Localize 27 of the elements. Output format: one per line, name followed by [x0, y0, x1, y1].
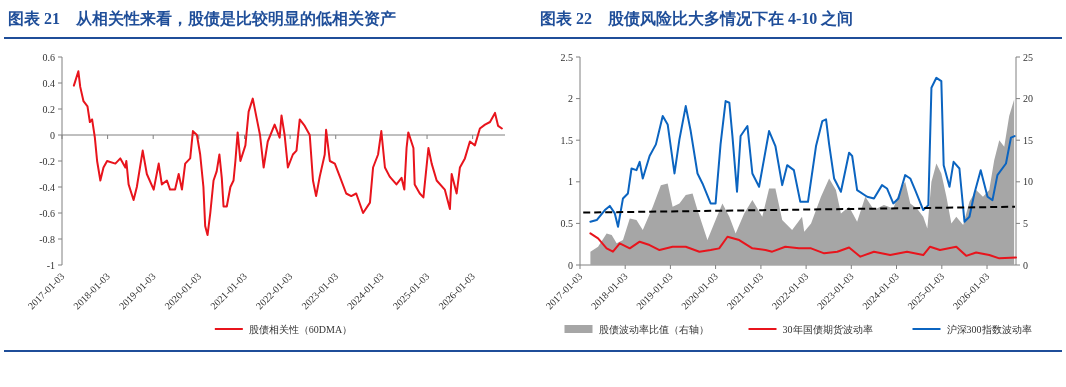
legend-label: 30年国债期货波动率 — [782, 324, 873, 335]
y-tick-label: 0.4 — [42, 77, 55, 89]
y2-tick-label: 15 — [1023, 134, 1033, 146]
y-tick-label: 0.5 — [560, 217, 573, 229]
chart-title: 图表 21 从相关性来看，股债是比较明显的低相关资产 — [8, 10, 396, 27]
y2-tick-label: 5 — [1023, 217, 1028, 229]
y-tick-label: -0.2 — [39, 155, 55, 167]
y-tick-label: 2.5 — [560, 51, 573, 63]
y-tick-label: -1 — [46, 259, 55, 271]
y2-tick-label: 0 — [1023, 259, 1028, 271]
legend-label: 股债波动率比值（右轴） — [598, 324, 709, 335]
y-tick-label: 0.2 — [42, 103, 55, 115]
y-tick-label: 1 — [568, 176, 573, 188]
y-tick-label: 0 — [568, 259, 573, 271]
chart-title: 图表 22 股债风险比大多情况下在 4-10 之间 — [540, 10, 854, 27]
y2-tick-label: 20 — [1023, 93, 1033, 105]
y2-tick-label: 10 — [1023, 176, 1033, 188]
y2-tick-label: 25 — [1023, 51, 1033, 63]
y-tick-label: 1.5 — [560, 134, 573, 146]
y-tick-label: 0 — [50, 129, 55, 141]
y-tick-label: -0.4 — [39, 181, 55, 193]
legend-label: 沪深300指数波动率 — [946, 324, 1032, 335]
y-tick-label: -0.6 — [39, 207, 55, 219]
legend-label: 股债相关性（60DMA） — [248, 324, 353, 335]
y-tick-label: -0.8 — [39, 233, 55, 245]
y-tick-label: 0.6 — [42, 51, 55, 63]
y-tick-label: 2 — [568, 93, 573, 105]
